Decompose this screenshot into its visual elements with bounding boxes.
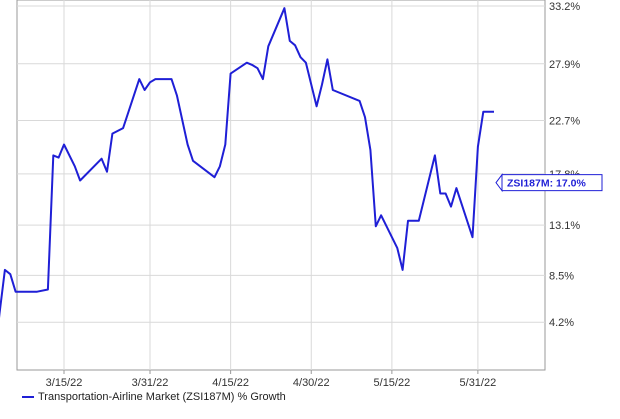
y-axis-ticks: 4.2%8.5%13.1%17.8%22.7%27.9%33.2%	[549, 1, 580, 329]
y-tick-label: 33.2%	[549, 1, 580, 13]
series-layer	[0, 7, 494, 319]
series-line	[0, 7, 494, 319]
last-value-pointer	[495, 173, 503, 193]
legend-swatch	[22, 396, 34, 398]
legend-label: Transportation-Airline Market (ZSI187M) …	[38, 391, 286, 403]
y-tick-label: 22.7%	[549, 115, 580, 127]
x-tick-label: 3/31/22	[132, 377, 169, 389]
x-tick-label: 4/15/22	[212, 377, 249, 389]
last-value-label: ZSI187M: 17.0%	[507, 178, 586, 190]
x-axis-ticks: 3/15/22 3/31/22 4/15/22 4/30/22 5/15/22 5/31/…	[46, 370, 497, 389]
x-tick-label: 3/15/22	[46, 377, 83, 389]
last-value-box	[501, 174, 603, 192]
legend: Transportation-Airline Market (ZSI187M) …	[22, 391, 286, 403]
y-tick-label: 13.1%	[549, 220, 580, 232]
y-tick-label: 8.5%	[549, 270, 574, 282]
grid-lines	[17, 0, 545, 370]
y-tick-label: 4.2%	[549, 317, 574, 329]
plot-frame	[16, 0, 546, 371]
last-value-badge: ZSI187M: 17.0%	[495, 173, 603, 193]
x-tick-label: 5/15/22	[374, 377, 411, 389]
y-tick-label: 27.9%	[549, 59, 580, 71]
x-tick-label: 4/30/22	[293, 377, 330, 389]
x-tick-label: 5/31/22	[460, 377, 497, 389]
